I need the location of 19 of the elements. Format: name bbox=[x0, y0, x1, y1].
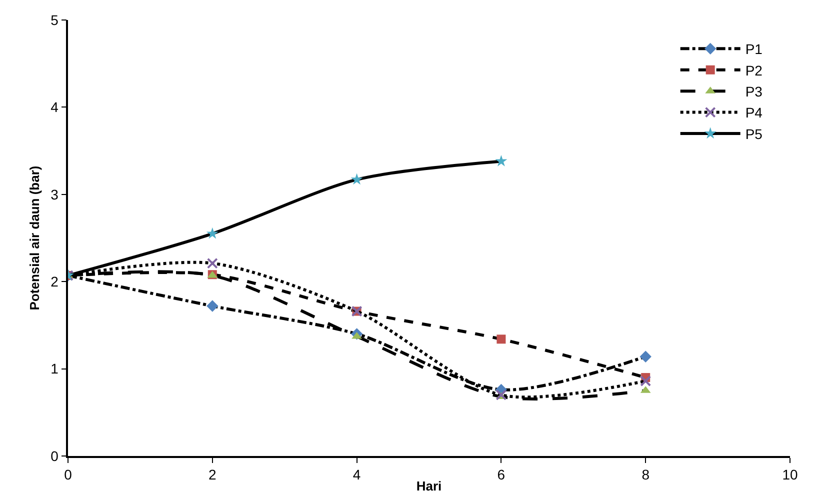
x-tick-label: 2 bbox=[208, 466, 216, 483]
y-axis-title: Potensial air daun (bar) bbox=[27, 166, 42, 310]
legend-label: P5 bbox=[745, 126, 763, 142]
x-tick-label: 0 bbox=[64, 466, 72, 483]
legend-label: P1 bbox=[745, 41, 763, 58]
x-tick-label: 4 bbox=[352, 466, 361, 483]
y-tick-label: 5 bbox=[50, 12, 59, 28]
x-tick-label: 8 bbox=[642, 466, 650, 483]
legend-label: P3 bbox=[745, 84, 763, 100]
x-tick-label: 6 bbox=[497, 466, 506, 483]
y-tick-label: 4 bbox=[50, 99, 59, 116]
x-axis-title: Hari bbox=[416, 478, 442, 494]
y-tick-label: 0 bbox=[50, 448, 59, 464]
y-tick-label: 2 bbox=[50, 274, 59, 290]
legend-label: P4 bbox=[745, 104, 763, 121]
legend-label: P2 bbox=[745, 62, 763, 78]
x-tick-label: 10 bbox=[782, 466, 798, 483]
y-tick-label: 3 bbox=[50, 186, 59, 202]
y-tick-label: 1 bbox=[50, 360, 59, 377]
